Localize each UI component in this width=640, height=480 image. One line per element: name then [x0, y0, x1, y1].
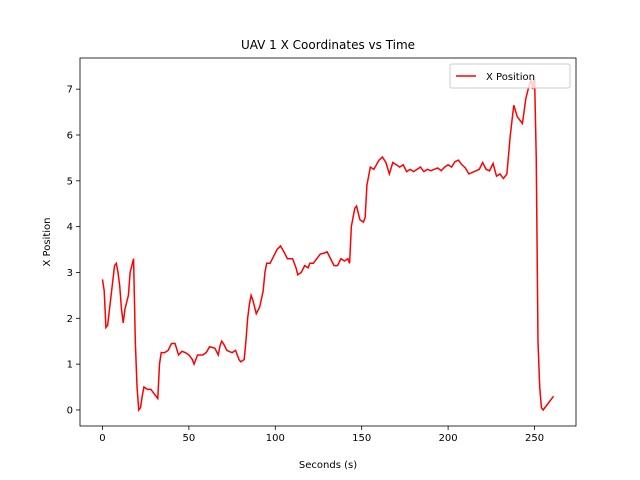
x-axis-label: Seconds (s): [299, 460, 357, 471]
y-tick-label: 4: [67, 222, 73, 233]
legend-label: X Position: [486, 72, 535, 83]
y-tick-label: 5: [67, 176, 73, 187]
data-line: [101, 75, 555, 412]
plot-frame: [79, 57, 577, 427]
chart-title: UAV 1 X Coordinates vs Time: [241, 38, 415, 52]
y-tick-label: 7: [67, 85, 73, 96]
y-tick-label: 2: [67, 314, 73, 325]
legend-box: [449, 63, 571, 89]
x-tick-label: 50: [183, 433, 196, 444]
x-tick-label: 250: [525, 433, 544, 444]
x-tick-label: 0: [99, 433, 105, 444]
y-tick-label: 3: [67, 268, 73, 279]
x-tick-label: 150: [352, 433, 371, 444]
y-tick-label: 6: [67, 130, 73, 141]
y-tick-label: 1: [67, 360, 73, 371]
y-axis-label: X Position: [42, 218, 53, 267]
x-tick-label: 200: [439, 433, 458, 444]
x-tick-label: 100: [266, 433, 285, 444]
y-tick-label: 0: [67, 405, 73, 416]
